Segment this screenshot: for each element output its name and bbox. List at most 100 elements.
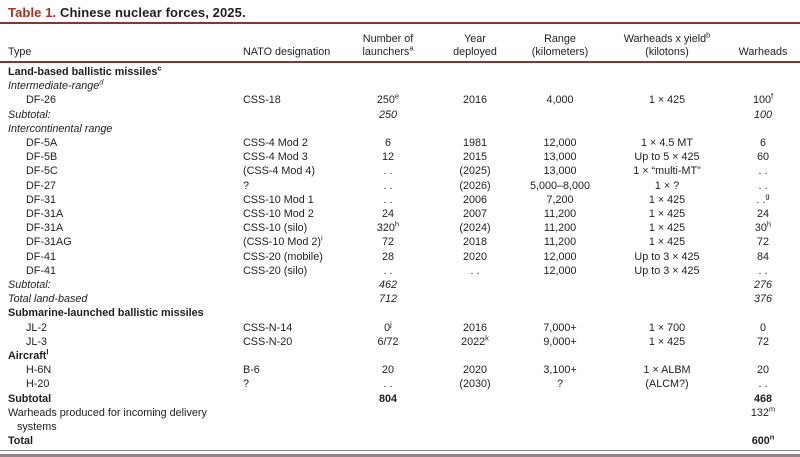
cell-nato: CSS-20 (silo) xyxy=(243,264,308,277)
title-rule xyxy=(0,22,800,24)
cell-nato xyxy=(243,79,345,93)
cell-yield xyxy=(601,278,733,292)
cell-yield xyxy=(601,349,733,363)
column-header-yield: Warheads x yieldb (kilotons) xyxy=(623,30,711,58)
cell-range: 13,000 xyxy=(543,165,577,178)
cell-launchers: 20 xyxy=(381,364,394,377)
cell-range: 9,000+ xyxy=(543,335,577,348)
cell-yield: 1 × “multi-MT” xyxy=(633,165,701,178)
cell-nato: CSS-18 xyxy=(243,94,281,107)
cell-nato xyxy=(243,392,345,406)
cell-year: (2026) xyxy=(459,179,491,192)
cell-launchers xyxy=(345,406,431,434)
cell-yield: 1 × ? xyxy=(654,179,680,192)
cell-launchers: 250 xyxy=(378,108,397,121)
cell-nato xyxy=(243,406,345,434)
cell-yield: 1 × 4.5 MT xyxy=(641,137,693,150)
cell-launchers: 6/72 xyxy=(377,335,399,348)
cell-launchers: 72 xyxy=(381,236,394,249)
cell-warheads: 600n xyxy=(751,432,775,448)
cell-yield xyxy=(601,406,733,434)
table-row-df-41-mobile: DF-41 CSS-20 (mobile) 28 2020 12,000 Up … xyxy=(0,250,800,264)
cell-nato: CSS-10 Mod 1 xyxy=(243,193,314,206)
cell-range: 7,200 xyxy=(546,193,574,206)
cell-range: 4,000 xyxy=(546,94,574,107)
cell-range xyxy=(519,108,601,122)
cell-range: 12,000 xyxy=(543,250,577,263)
cell-type: DF-5B xyxy=(26,151,58,164)
cell-nato: CSS-20 (mobile) xyxy=(243,250,323,263)
cell-yield: 1 × 425 xyxy=(648,222,686,235)
cell-year: 2018 xyxy=(462,236,488,249)
table-row-intermediate-range: Intermediate-ranged xyxy=(0,78,800,93)
cell-year: 2022k xyxy=(461,333,489,348)
cell-year xyxy=(431,306,519,320)
cell-nato xyxy=(243,65,345,79)
cell-launchers xyxy=(345,65,431,79)
cell-nato: CSS-4 Mod 3 xyxy=(243,151,308,164)
table-row-df-31ag: DF-31AG (CSS-10 Mod 2)i 72 2018 11,200 1… xyxy=(0,235,800,249)
cell-launchers: 24 xyxy=(381,208,394,221)
cell-yield xyxy=(601,108,733,122)
cell-warheads xyxy=(733,349,793,363)
cell-yield: (ALCM?) xyxy=(645,378,689,391)
cell-yield xyxy=(601,306,733,320)
cell-nato: (CSS-10 Mod 2)i xyxy=(243,233,323,249)
cell-warheads: 468 xyxy=(753,392,772,405)
cell-year xyxy=(431,406,519,434)
cell-type: JL-3 xyxy=(26,335,48,348)
cell-launchers: 712 xyxy=(378,293,397,306)
total-rule xyxy=(0,450,800,452)
cell-warheads: 276 xyxy=(753,279,772,292)
cell-range: 13,000 xyxy=(543,151,577,164)
cell-range: ? xyxy=(556,378,563,391)
cell-type: Total xyxy=(8,435,33,448)
cell-warheads: 30h xyxy=(754,219,772,235)
column-header-nato: NATO designation xyxy=(243,45,331,58)
cell-launchers: 462 xyxy=(378,279,397,292)
cell-nato: (CSS-4 Mod 4) xyxy=(243,165,315,178)
cell-warheads xyxy=(733,65,793,79)
table-row-subtotal-all: Subtotal 804 468 xyxy=(0,392,800,406)
cell-launchers: . . xyxy=(383,193,393,206)
table-row-df-5c: DF-5C (CSS-4 Mod 4) . . (2025) 13,000 1 … xyxy=(0,164,800,178)
column-header-type: Type xyxy=(8,45,32,58)
cell-type: DF-5A xyxy=(26,137,58,150)
table-row-h-20: H-20 ? . . (2030) ? (ALCM?) . . xyxy=(0,377,800,391)
cell-warheads xyxy=(733,122,793,136)
cell-warheads: 60 xyxy=(756,151,769,164)
cell-year: (2025) xyxy=(459,165,491,178)
cell-yield xyxy=(601,292,733,306)
cell-nato: CSS-N-20 xyxy=(243,335,293,348)
table-row-total: Total 600n xyxy=(0,432,800,448)
cell-year: 2016 xyxy=(462,321,488,334)
table-caption: Chinese nuclear forces, 2025. xyxy=(59,5,246,20)
cell-range xyxy=(519,306,601,320)
cell-yield: 1 × 425 xyxy=(648,208,686,221)
cell-year xyxy=(431,65,519,79)
cell-range xyxy=(519,65,601,79)
cell-range xyxy=(519,392,601,406)
cell-type: DF-31AG xyxy=(26,236,72,249)
cell-warheads: . . xyxy=(758,179,768,192)
cell-year xyxy=(431,392,519,406)
cell-nato: B-6 xyxy=(243,364,260,377)
cell-year xyxy=(431,292,519,306)
table-row-df-5a: DF-5A CSS-4 Mod 2 6 1981 12,000 1 × 4.5 … xyxy=(0,136,800,150)
cell-warheads: 132m xyxy=(750,404,776,419)
cell-year: 2015 xyxy=(462,151,488,164)
cell-nato xyxy=(243,349,345,363)
table-row-df-41-silo: DF-41 CSS-20 (silo) . . . . 12,000 Up to… xyxy=(0,264,800,278)
cell-nato xyxy=(243,434,345,448)
cell-range: 12,000 xyxy=(543,137,577,150)
cell-year xyxy=(431,79,519,93)
cell-warheads: 376 xyxy=(753,293,772,306)
cell-warheads xyxy=(733,79,793,93)
cell-launchers: 28 xyxy=(381,250,394,263)
cell-year: 2007 xyxy=(462,208,488,221)
cell-range xyxy=(519,434,601,448)
cell-launchers: . . xyxy=(383,165,393,178)
bottom-band-rule xyxy=(0,454,800,457)
cell-launchers: . . xyxy=(383,179,393,192)
cell-nato xyxy=(243,278,345,292)
